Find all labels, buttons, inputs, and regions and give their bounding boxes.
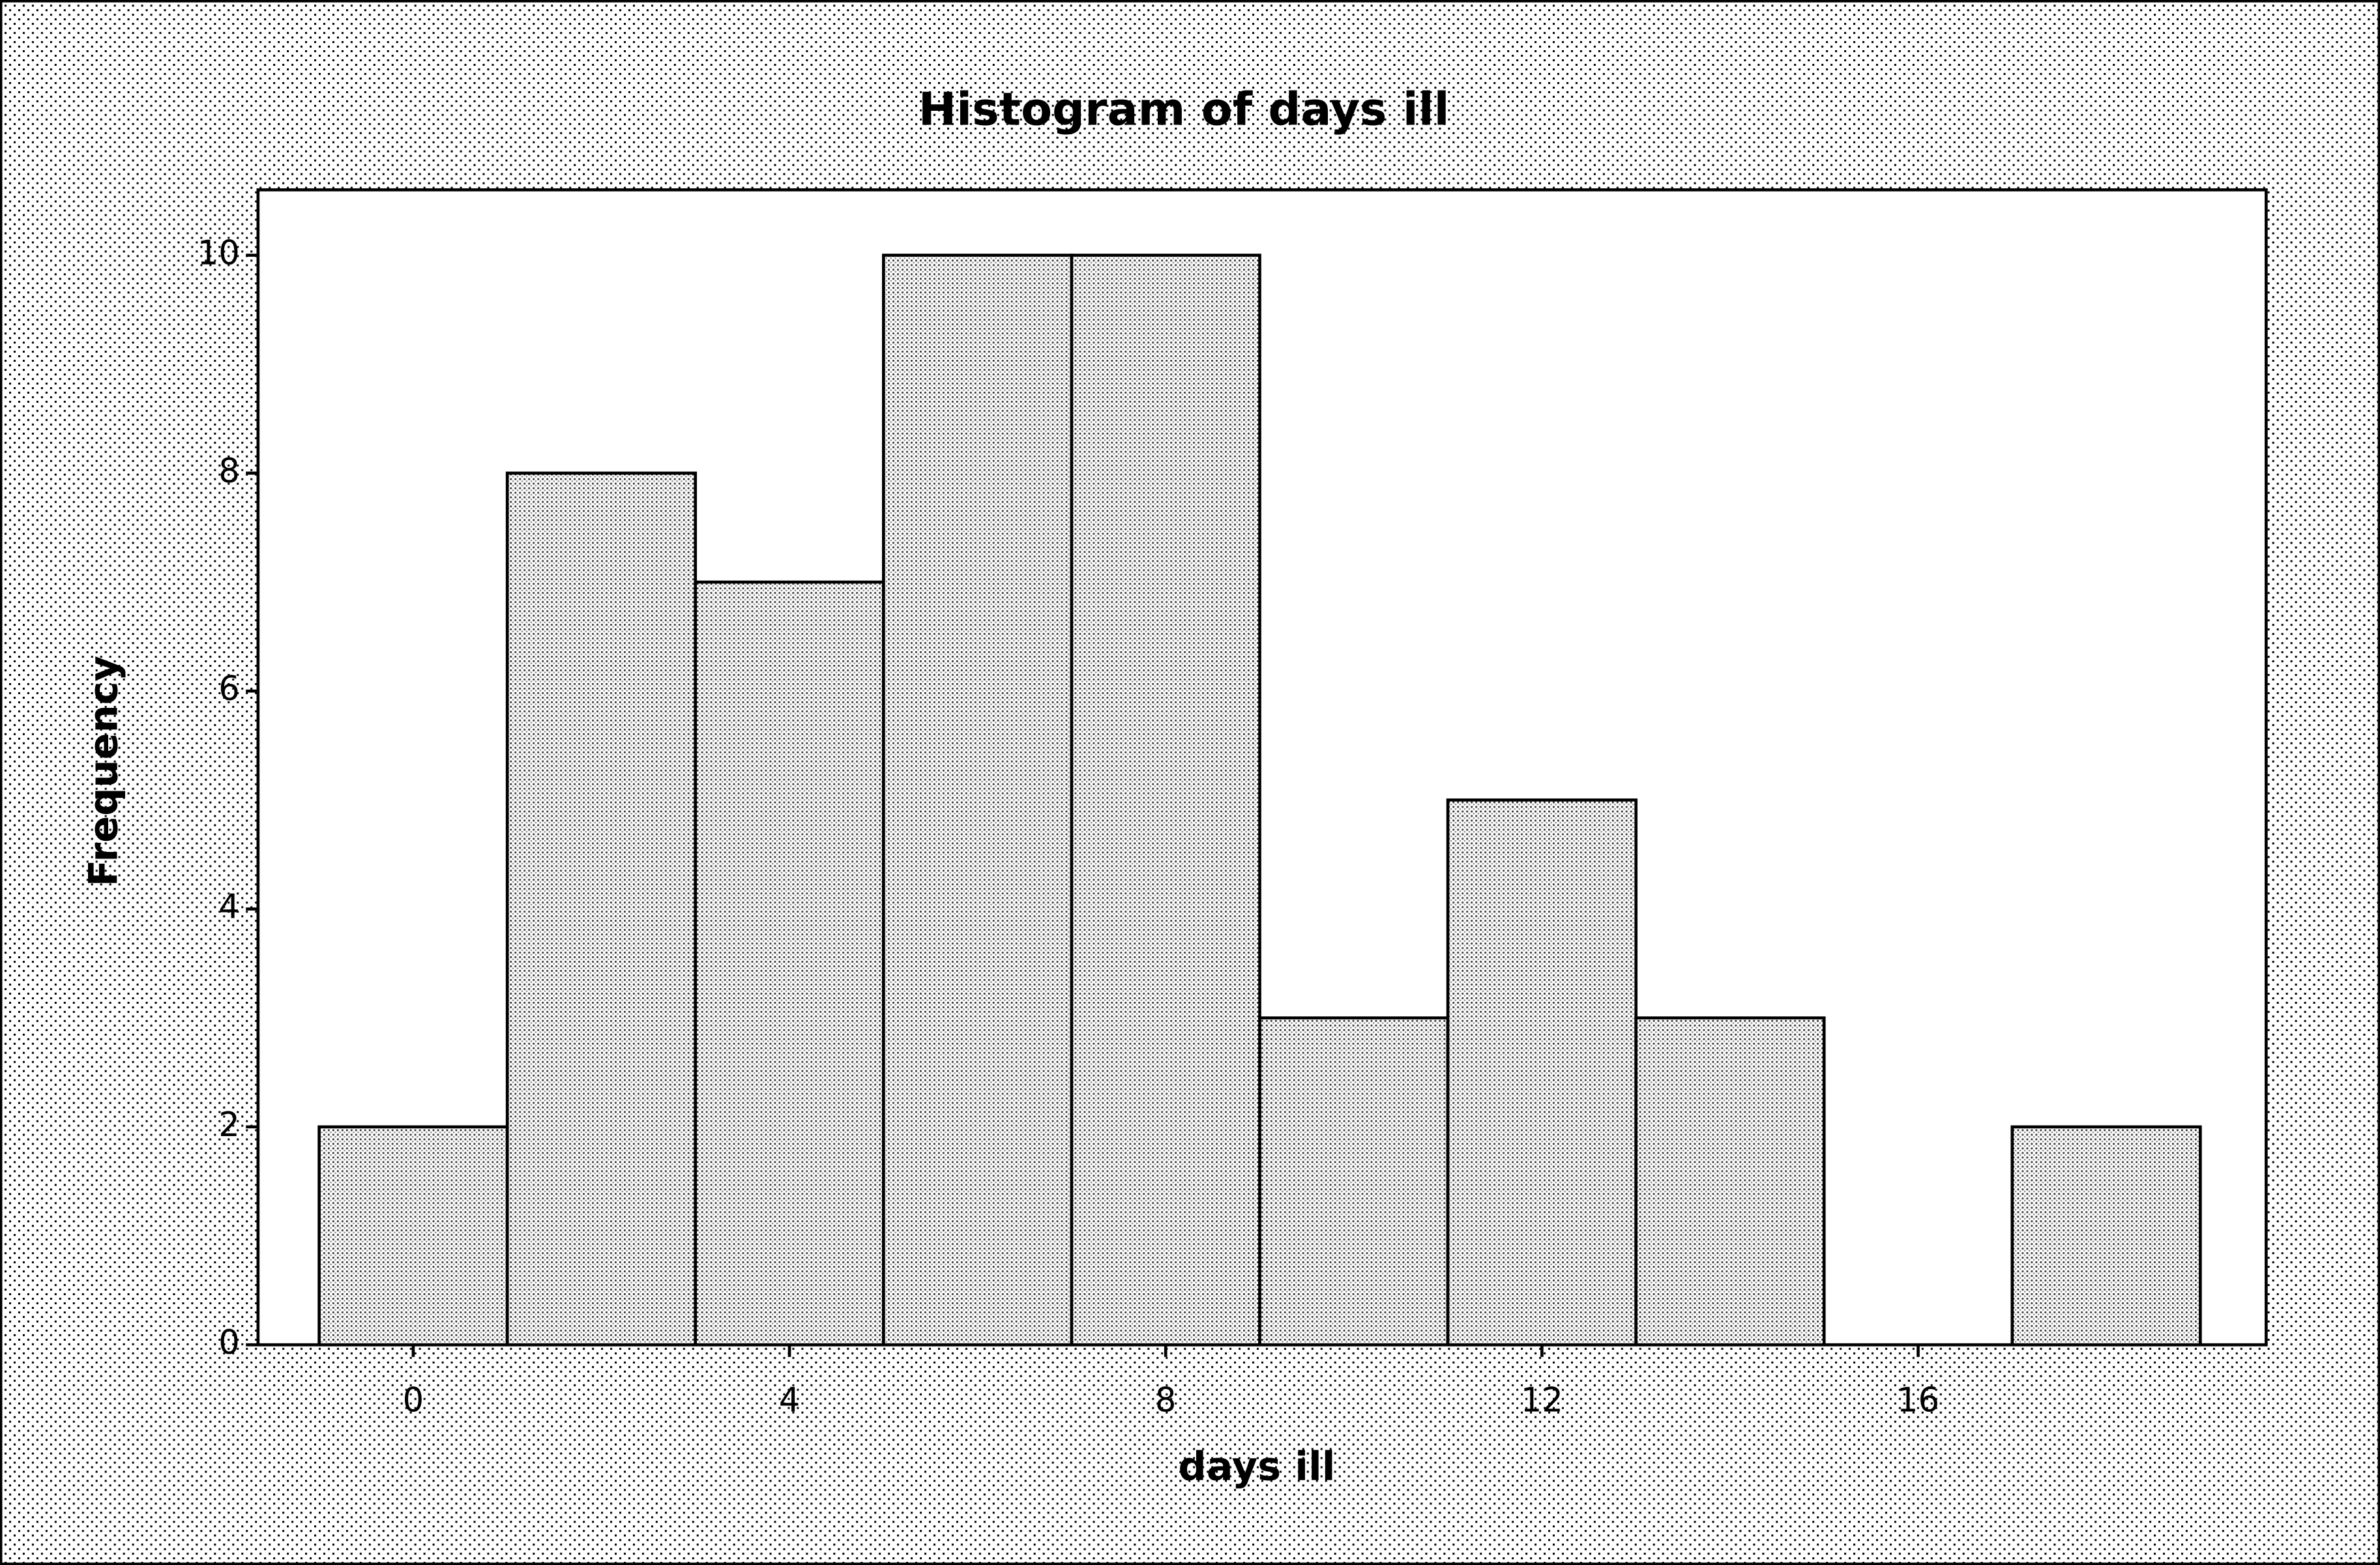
- x-tick-label: 4: [779, 1381, 801, 1420]
- bar: [694, 580, 885, 1347]
- y-tick-label: 6: [218, 669, 240, 709]
- bar: [1634, 1016, 1826, 1347]
- y-tick-label: 8: [218, 452, 240, 491]
- y-axis-label: Frequency: [81, 656, 127, 886]
- chart-title: Histogram of days ill: [918, 83, 1450, 136]
- bar: [2010, 1125, 2202, 1347]
- y-tick-label: 0: [218, 1323, 240, 1362]
- y-tick-label: 2: [218, 1105, 240, 1145]
- bar: [1446, 798, 1638, 1347]
- bar: [1070, 254, 1261, 1347]
- bar: [1258, 1016, 1450, 1347]
- bar: [882, 254, 1074, 1347]
- y-tick-label: 10: [198, 234, 240, 273]
- y-tick-label: 4: [218, 888, 240, 927]
- x-axis-label: days ill: [1178, 1444, 1335, 1490]
- x-tick-label: 12: [1521, 1381, 1563, 1420]
- x-tick-label: 0: [403, 1381, 424, 1420]
- bar: [505, 471, 698, 1347]
- x-tick-label: 8: [1155, 1381, 1177, 1420]
- x-tick-label: 16: [1897, 1381, 1939, 1420]
- bar: [317, 1125, 509, 1347]
